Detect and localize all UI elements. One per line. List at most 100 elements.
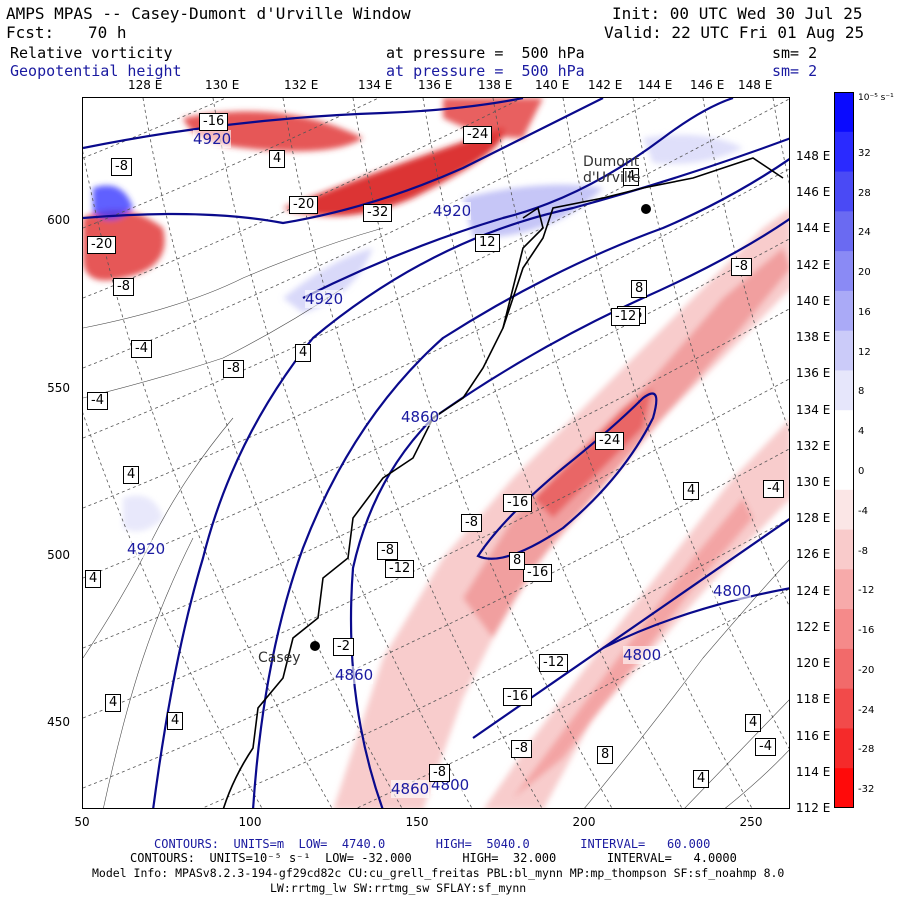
right-longitude-label: 138 E — [796, 330, 831, 345]
vorticity-label: -4 — [87, 392, 108, 410]
colorbar — [834, 92, 854, 808]
height-contour-label: 4920 — [433, 202, 472, 220]
colorbar-label: 4 — [858, 426, 865, 438]
vorticity-label: 4 — [123, 466, 140, 484]
colorbar-label: -32 — [858, 784, 875, 796]
y-tick-label: 600 — [47, 213, 70, 227]
coastline — [222, 157, 784, 808]
colorbar-label: 20 — [858, 267, 871, 279]
vorticity-label: 4 — [623, 168, 640, 186]
vorticity-label: -4 — [131, 340, 152, 358]
field1-name: Relative vorticity — [10, 44, 173, 62]
colorbar-segment — [834, 290, 854, 332]
vorticity-label: -16 — [523, 564, 553, 582]
meridian-line — [562, 98, 789, 749]
colorbar-segment — [834, 688, 854, 729]
height-contour-label: 4860 — [391, 780, 430, 798]
vorticity-label: -32 — [363, 204, 393, 222]
vorticity-label: 4 — [683, 482, 700, 500]
colorbar-segment — [834, 370, 854, 411]
top-longitude-label: 144 E — [638, 78, 673, 92]
meridian-line — [702, 98, 789, 433]
colorbar-segment — [834, 211, 854, 252]
vorticity-label: -20 — [289, 196, 319, 214]
y-tick-label: 550 — [47, 381, 70, 395]
vorticity-label: 4 — [745, 714, 762, 732]
height-contour-label: 4920 — [305, 290, 344, 308]
y-tick-label: 500 — [47, 548, 70, 562]
top-longitude-label: 146 E — [690, 78, 725, 92]
colorbar-segment — [834, 330, 854, 371]
right-longitude-label: 136 E — [796, 366, 831, 381]
parallel-line — [83, 168, 789, 509]
dumont-durville-label: Dumont d'Urville — [583, 154, 641, 186]
vorticity-label: -8 — [377, 542, 398, 560]
forecast-label: Fcst: — [6, 23, 55, 42]
vorticity-label: -20 — [87, 236, 117, 254]
x-tick-label: 150 — [405, 815, 429, 829]
meridian-line — [83, 150, 333, 808]
vorticity-label: -8 — [223, 360, 244, 378]
vorticity-label: -12 — [385, 560, 415, 578]
vorticity-label: -8 — [429, 764, 450, 782]
colorbar-label: 24 — [858, 227, 871, 239]
top-longitude-label: 132 E — [284, 78, 319, 92]
parallel-line — [83, 238, 789, 579]
right-longitude-label: 146 E — [796, 185, 831, 200]
colorbar-segment — [834, 251, 854, 292]
right-longitude-label: 112 E — [796, 801, 831, 815]
colorbar-label: 8 — [858, 386, 865, 398]
top-longitude-label: 128 E — [128, 78, 163, 92]
top-longitude-label: 134 E — [358, 78, 393, 92]
colorbar-segment — [834, 768, 854, 808]
colorbar-segment — [834, 569, 854, 610]
vorticity-label: 4 — [295, 344, 312, 362]
map-panel[interactable]: 4920 4920 4920 4920 4860 4860 4860 4800 4800 4800… — [82, 97, 790, 809]
colorbar-segment — [834, 609, 854, 650]
vorticity-label: -16 — [503, 688, 533, 706]
colorbar-segment — [834, 450, 854, 491]
right-longitude-label: 148 E — [796, 149, 831, 163]
dumont-durville-station-dot[interactable] — [641, 204, 651, 214]
model-physics-info: LW:rrtmg_lw SW:rrtmg_sw SFLAY:sf_mynn — [270, 881, 527, 895]
right-longitude-label: 124 E — [796, 583, 831, 598]
field2-name: Geopotential height — [10, 62, 182, 80]
top-longitude-label: 148 E — [738, 78, 773, 92]
parallel-line — [83, 448, 789, 789]
height-contour-label: 4800 — [713, 582, 752, 600]
colorbar-label: -12 — [858, 585, 875, 597]
field1-smoothing: sm= 2 — [772, 44, 818, 62]
colorbar-label: -4 — [858, 505, 868, 517]
height-contour-label: 4800 — [623, 646, 662, 664]
colorbar-label: 0 — [858, 466, 865, 477]
vorticity-contour-info: CONTOURS: UNITS=10⁻⁵ s⁻¹ LOW= -32.000 HI… — [130, 851, 737, 865]
parallel-line — [83, 378, 789, 719]
field1-level: at pressure = 500 hPa — [386, 44, 585, 62]
colorbar-segment — [834, 131, 854, 173]
vorticity-label: -24 — [463, 126, 493, 144]
colorbar-segment — [834, 529, 854, 570]
field2-level: at pressure = 500 hPa — [386, 62, 585, 80]
colorbar-label: -28 — [858, 744, 875, 756]
right-longitude-label: 130 E — [796, 475, 831, 489]
vorticity-label: -12 — [611, 308, 641, 326]
colorbar-segment — [834, 410, 854, 451]
vorticity-label: 4 — [105, 694, 122, 712]
vorticity-label: -16 — [199, 113, 229, 131]
colorbar-label: -24 — [858, 704, 875, 716]
vorticity-label: 8 — [631, 280, 648, 298]
vorticity-label: 4 — [269, 150, 286, 168]
forecast-value: 70 h — [88, 23, 127, 42]
vorticity-label: -8 — [511, 740, 532, 758]
valid-time: Valid: 22 UTC Fri 01 Aug 25 — [604, 23, 865, 42]
right-longitude-label: 134 E — [796, 402, 831, 417]
colorbar-label: 12 — [858, 346, 871, 358]
top-longitude-label: 140 E — [535, 78, 570, 92]
colorbar-label: 32 — [858, 147, 871, 159]
colorbar-segment — [834, 171, 854, 212]
colorbar-segment — [834, 728, 854, 769]
vorticity-label: -4 — [763, 480, 784, 498]
right-longitude-label: 126 E — [796, 547, 831, 562]
casey-station-dot[interactable] — [310, 641, 320, 651]
vorticity-label: -2 — [333, 638, 354, 656]
